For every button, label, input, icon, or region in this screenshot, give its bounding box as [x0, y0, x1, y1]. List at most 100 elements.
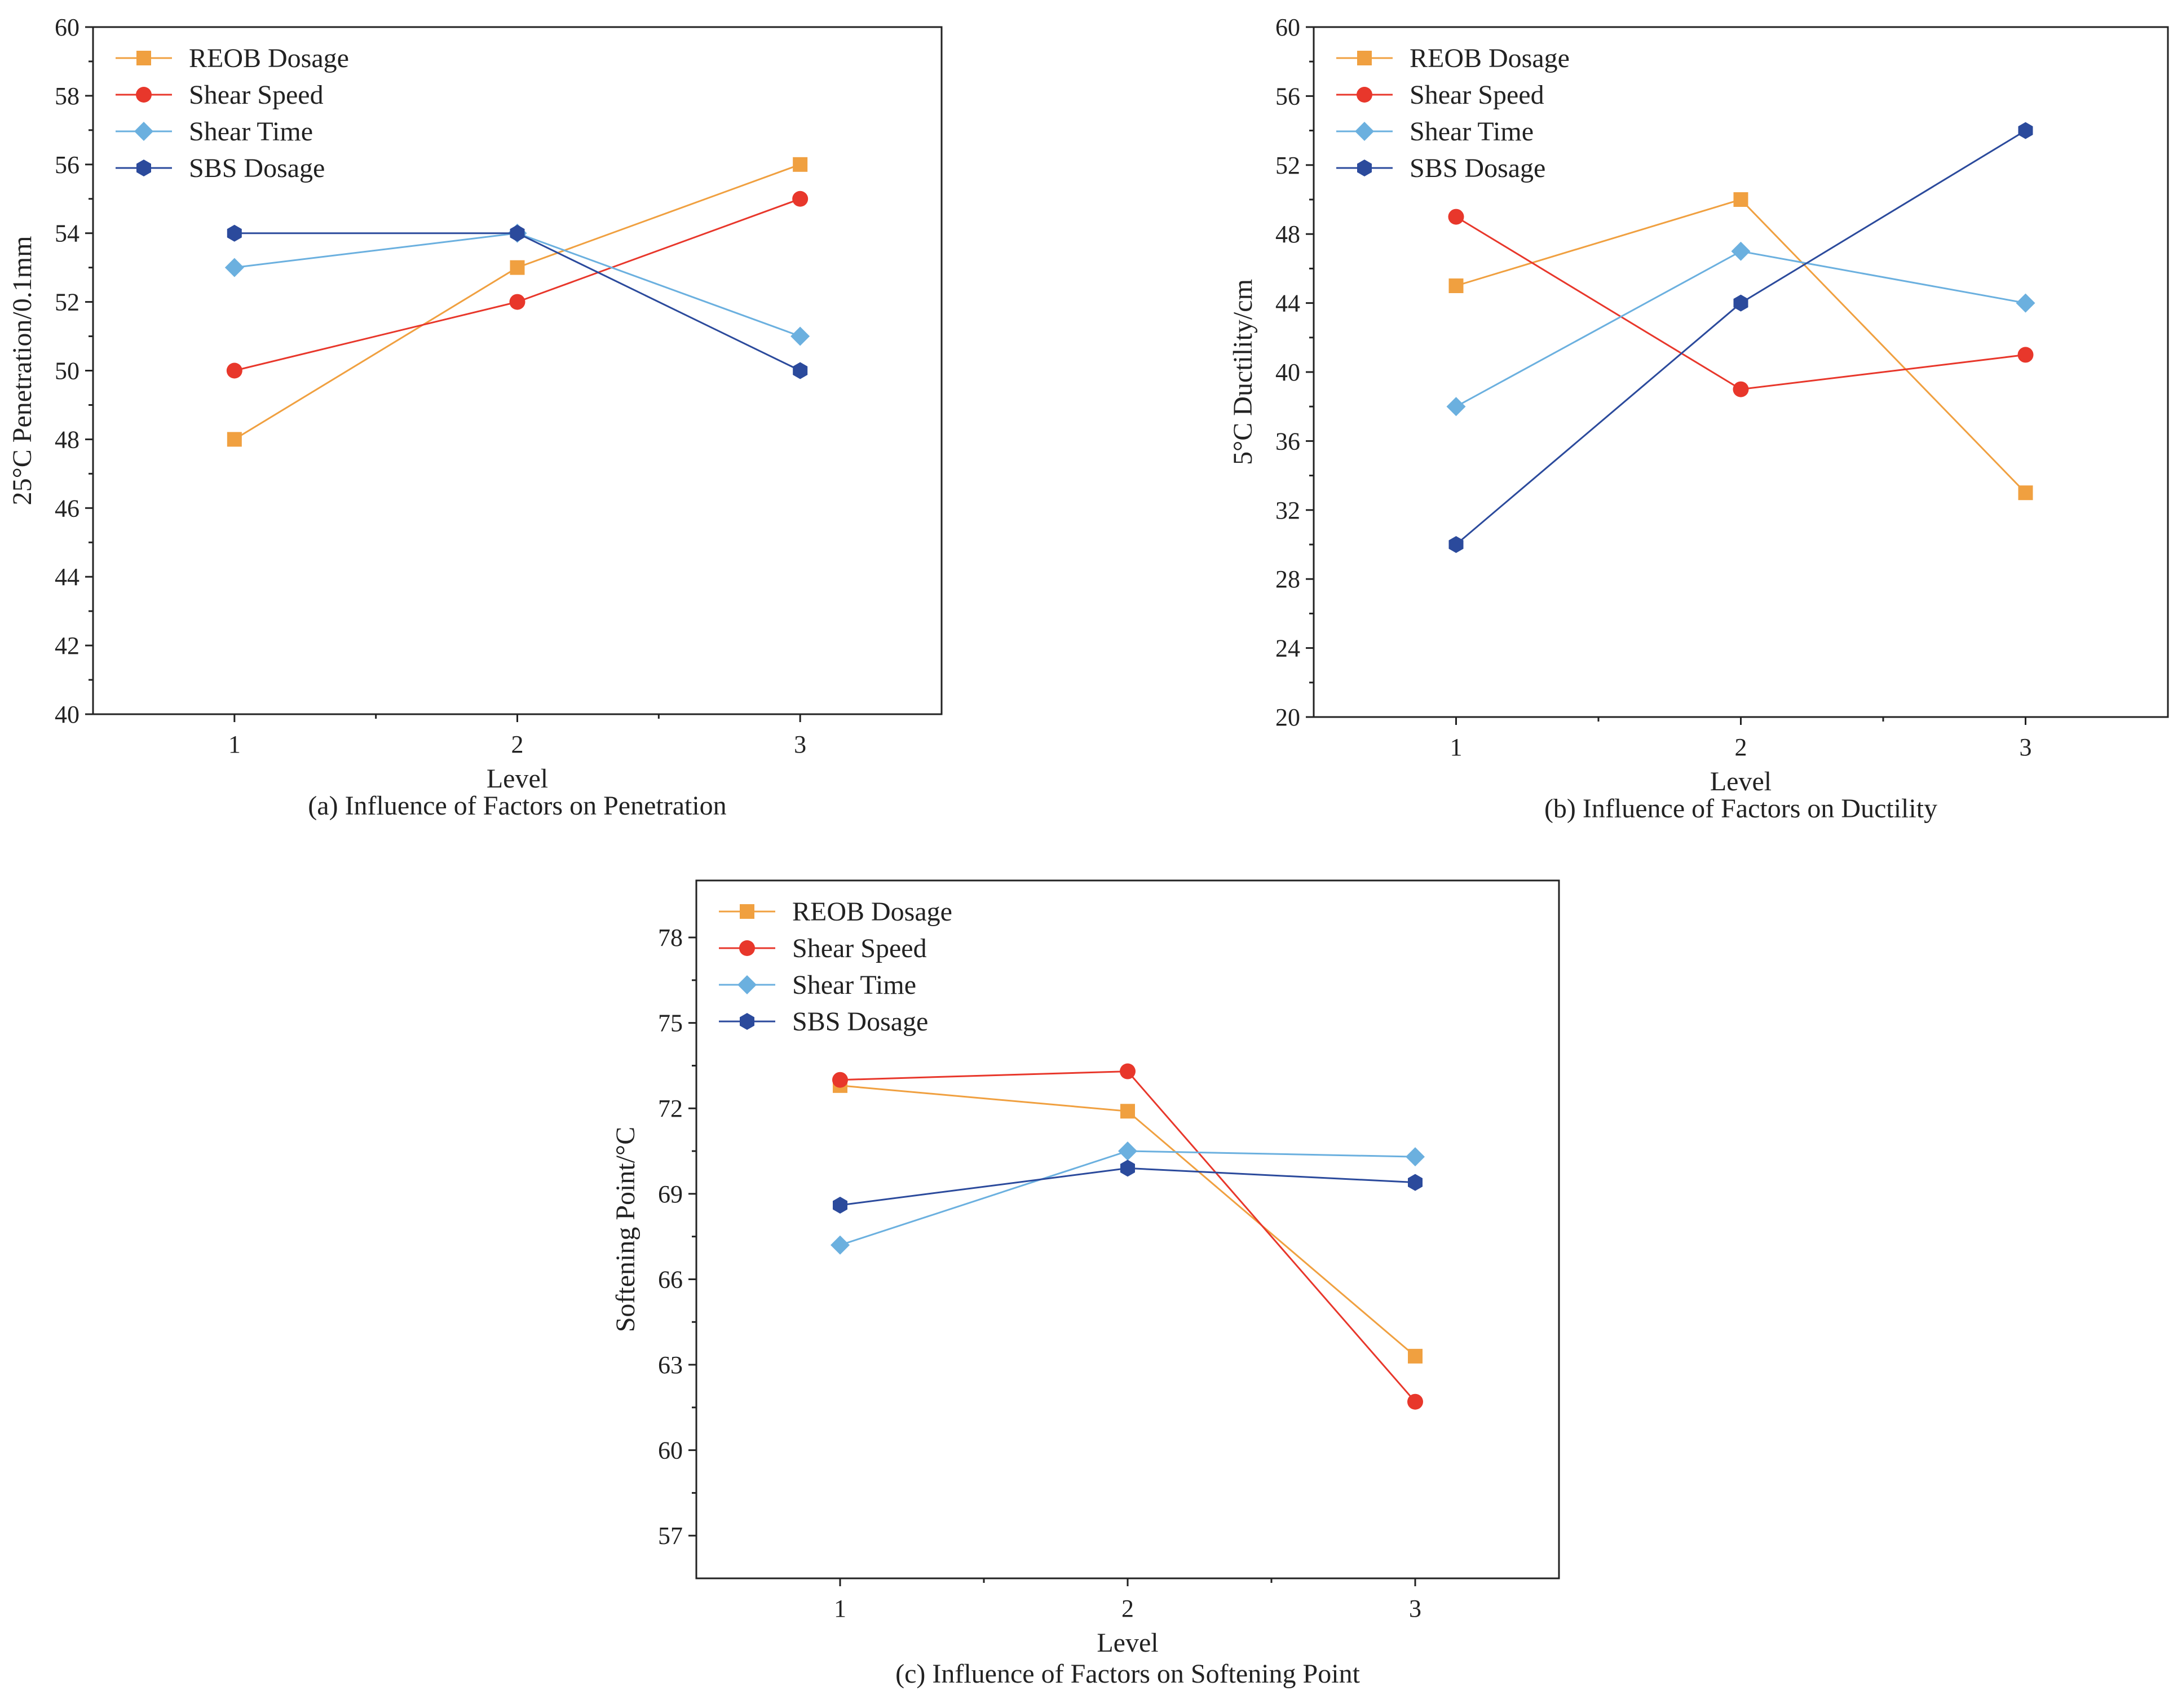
legend-marker [740, 1013, 754, 1030]
y-axis-title: 5°C Ductility/cm [1228, 279, 1258, 465]
data-point [1446, 397, 1466, 417]
y-tick-label: 57 [658, 1522, 683, 1550]
data-point [1408, 1348, 1423, 1364]
legend-label: SBS Dosage [189, 153, 325, 183]
data-point [1118, 1141, 1137, 1161]
legend-marker [136, 160, 151, 176]
legend-item-reob-dosage: REOB Dosage [719, 897, 952, 927]
y-axis-title: Softening Point/°C [611, 1127, 641, 1333]
data-point [1448, 278, 1464, 293]
data-point [224, 258, 244, 277]
y-tick-label: 36 [1275, 427, 1300, 455]
legend-marker [1357, 160, 1372, 176]
data-point [790, 326, 810, 346]
chart-c: 57 60 63 66 69 72 75 78 1 2 3 Level Softening Point/… [611, 879, 1560, 1689]
data-point [2017, 347, 2034, 363]
legend-label: Shear Time [792, 970, 916, 1000]
y-tick-label: 54 [55, 220, 79, 247]
y-tick-label: 60 [658, 1437, 683, 1464]
data-point [510, 260, 525, 275]
series-sbs-dosage [1448, 122, 2033, 553]
data-point [226, 362, 242, 379]
data-point [1731, 241, 1751, 261]
y-tick-label: 44 [55, 563, 79, 591]
y-tick-label: 32 [1275, 497, 1300, 524]
y-axis-title: 25°C Penetration/0.1mm [7, 236, 37, 506]
data-point [2016, 293, 2035, 313]
y-tick-label: 48 [55, 426, 79, 453]
legend-label: Shear Time [189, 117, 313, 147]
data-point [831, 1235, 850, 1255]
series-line [234, 232, 801, 337]
data-point [2018, 485, 2033, 501]
legend-label: SBS Dosage [792, 1007, 928, 1037]
data-point [1120, 1104, 1135, 1119]
y-tick-label: 24 [1275, 635, 1300, 662]
legend-item-shear-time: Shear Time [116, 117, 313, 147]
y-tick-label: 52 [55, 289, 79, 316]
legend-label: REOB Dosage [189, 43, 349, 73]
y-tick-label: 40 [1275, 359, 1300, 386]
series-shear-time [831, 1141, 1425, 1255]
legend-item-shear-speed: Shear Speed [116, 80, 324, 110]
data-point [2018, 122, 2033, 139]
y-tick-label: 60 [55, 14, 79, 41]
legend-item-shear-time: Shear Time [719, 970, 916, 1000]
data-point [1733, 381, 1749, 397]
data-point [793, 362, 808, 379]
legend-item-reob-dosage: REOB Dosage [116, 43, 349, 73]
y-tick-label: 56 [55, 151, 79, 179]
y-tick-label: 75 [658, 1010, 683, 1037]
series-shear-time [1446, 241, 2035, 417]
x-axis-title: Level [487, 764, 548, 794]
series-reob-dosage [833, 1078, 1423, 1364]
data-point [1406, 1147, 1425, 1167]
series-reob-dosage [1448, 192, 2033, 501]
y-tick-label: 60 [1275, 14, 1300, 41]
data-point [792, 191, 809, 207]
series-sbs-dosage [227, 224, 808, 379]
legend-marker [737, 975, 757, 994]
legend-marker [136, 51, 151, 65]
y-tick-label: 58 [55, 82, 79, 110]
x-tick-label: 3 [1409, 1595, 1421, 1622]
legend-item-sbs-dosage: SBS Dosage [116, 153, 325, 183]
x-tick-label: 3 [2020, 733, 2032, 761]
chart-caption: (a) Influence of Factors on Penetration [308, 791, 726, 821]
legend-label: Shear Speed [1410, 80, 1544, 110]
y-tick-label: 28 [1275, 565, 1300, 593]
data-point [1120, 1063, 1136, 1079]
x-tick-label: 2 [1121, 1595, 1134, 1622]
x-tick-label: 3 [794, 731, 806, 758]
legend-item-shear-time: Shear Time [1336, 117, 1534, 147]
data-point [1448, 209, 1464, 225]
data-point [509, 294, 525, 310]
legend-marker [1357, 87, 1372, 103]
legend-item-reob-dosage: REOB Dosage [1336, 43, 1570, 73]
y-tick-label: 44 [1275, 290, 1300, 317]
y-tick-label: 50 [55, 357, 79, 385]
legend-marker [739, 940, 755, 956]
series-reob-dosage [227, 157, 808, 447]
legend-marker [1357, 51, 1372, 65]
series-shear-time [224, 223, 810, 346]
legend-label: REOB Dosage [792, 897, 952, 927]
x-axis-title: Level [1710, 767, 1772, 797]
x-tick-label: 1 [1450, 733, 1463, 761]
x-axis-title: Level [1097, 1628, 1158, 1658]
series-shear-speed [1448, 209, 2034, 397]
series-line [840, 1070, 1416, 1402]
x-tick-label: 1 [834, 1595, 846, 1622]
data-point [227, 224, 242, 242]
legend-label: REOB Dosage [1410, 43, 1570, 73]
legend: REOB Dosage Shear Speed Shear Time SBS Dosa… [1336, 43, 1570, 183]
data-point [1733, 192, 1748, 207]
data-point [510, 224, 525, 242]
legend-item-shear-speed: Shear Speed [1336, 80, 1544, 110]
legend-item-sbs-dosage: SBS Dosage [719, 1007, 928, 1037]
x-tick-label: 2 [1735, 733, 1747, 761]
series-sbs-dosage [833, 1160, 1423, 1214]
legend-label: Shear Speed [189, 80, 324, 110]
data-point [1407, 1393, 1423, 1410]
